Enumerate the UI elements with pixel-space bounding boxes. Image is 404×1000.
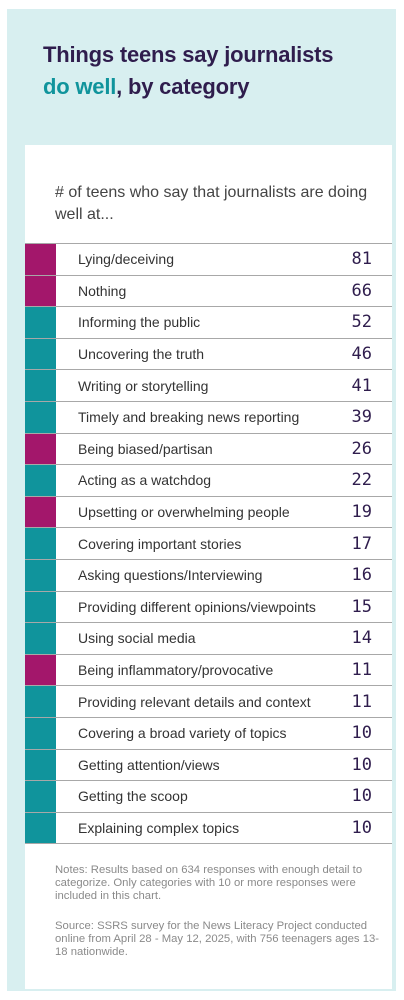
row-value: 11 <box>351 691 372 712</box>
title-accent: do well <box>43 74 117 99</box>
table-card: # of teens who say that journalists are … <box>25 145 392 989</box>
row-label: Timely and breaking news reporting <box>78 409 300 426</box>
row-label: Getting the scoop <box>78 788 188 805</box>
table-row: Providing different opinions/viewpoints 1… <box>25 591 392 624</box>
category-swatch <box>25 749 56 781</box>
row-value: 10 <box>351 817 372 838</box>
table-row: Providing relevant details and context 11 <box>25 686 392 718</box>
category-swatch <box>25 717 56 749</box>
row-label: Acting as a watchdog <box>78 472 212 489</box>
row-label: Lying/deceiving <box>78 251 174 268</box>
row-label: Providing different opinions/viewpoints <box>78 598 316 615</box>
row-label: Informing the public <box>78 314 201 331</box>
row-value: 10 <box>351 754 372 775</box>
chart-subtitle: # of teens who say that journalists are … <box>55 184 368 223</box>
row-label: Being inflammatory/provocative <box>78 662 274 679</box>
category-swatch <box>25 401 56 433</box>
title-line1: Things teens say journalists <box>43 42 334 67</box>
row-label: Upsetting or overwhelming people <box>78 504 290 521</box>
category-swatch <box>25 370 56 401</box>
row-value: 22 <box>351 470 372 491</box>
table-row: Being biased/partisan 26 <box>25 433 392 466</box>
row-value: 17 <box>351 533 372 554</box>
table-row: Writing or storytelling 41 <box>25 370 392 402</box>
category-swatch <box>25 496 56 528</box>
chart-frame: Things teens say journalists do well, by… <box>7 9 396 991</box>
row-value: 19 <box>351 502 372 523</box>
table-row: Timely and breaking news reporting 39 <box>25 401 392 434</box>
row-value: 41 <box>351 375 372 396</box>
table-row: Getting the scoop 10 <box>25 781 392 813</box>
title-rest: , by category <box>116 74 250 99</box>
category-swatch <box>25 465 56 496</box>
row-label: Writing or storytelling <box>78 377 209 394</box>
category-swatch <box>25 433 56 465</box>
row-label: Providing relevant details and context <box>78 693 311 710</box>
table-row: Covering a broad variety of topics 10 <box>25 717 392 750</box>
row-label: Uncovering the truth <box>78 346 205 363</box>
table-row: Using social media 14 <box>25 623 392 655</box>
chart-source: Source: SSRS survey for the News Literac… <box>55 920 380 958</box>
category-swatch <box>25 781 56 812</box>
row-label: Covering a broad variety of topics <box>78 725 287 742</box>
row-value: 39 <box>351 407 372 428</box>
category-swatch <box>25 812 56 844</box>
row-value: 10 <box>351 723 372 744</box>
row-label: Explaining complex topics <box>78 819 240 836</box>
category-swatch <box>25 307 56 338</box>
row-label: Nothing <box>78 282 127 299</box>
table-row: Getting attention/views 10 <box>25 749 392 782</box>
table-row: Uncovering the truth 46 <box>25 338 392 371</box>
table-row: Asking questions/Interviewing 16 <box>25 559 392 592</box>
category-swatch <box>25 686 56 717</box>
row-value: 46 <box>351 344 372 365</box>
category-swatch <box>25 244 56 275</box>
table-row: Covering important stories 17 <box>25 528 392 560</box>
table-row: Upsetting or overwhelming people 19 <box>25 496 392 529</box>
category-swatch <box>25 623 56 654</box>
category-swatch <box>25 275 56 307</box>
row-label: Getting attention/views <box>78 756 220 773</box>
category-swatch <box>25 654 56 686</box>
table-row: Nothing 66 <box>25 275 392 308</box>
chart-notes: Notes: Results based on 634 responses wi… <box>55 864 363 902</box>
row-value: 52 <box>351 312 372 333</box>
row-value: 81 <box>351 249 372 270</box>
row-value: 66 <box>351 280 372 301</box>
row-value: 14 <box>351 628 372 649</box>
row-label: Using social media <box>78 630 196 647</box>
table-row: Explaining complex topics 10 <box>25 812 392 845</box>
table-row: Lying/deceiving 81 <box>25 244 392 276</box>
row-value: 15 <box>351 596 372 617</box>
row-label: Asking questions/Interviewing <box>78 567 263 584</box>
row-value: 16 <box>351 565 372 586</box>
table-rows: Lying/deceiving 81 Nothing 66 Informing the … <box>25 243 392 845</box>
table-row: Informing the public 52 <box>25 307 392 339</box>
category-swatch <box>25 528 56 559</box>
row-value: 10 <box>351 786 372 807</box>
row-label: Covering important stories <box>78 535 242 552</box>
category-swatch <box>25 338 56 370</box>
category-swatch <box>25 591 56 623</box>
row-value: 11 <box>351 660 372 681</box>
category-swatch <box>25 559 56 591</box>
chart-title: Things teens say journalists do well, by… <box>43 39 383 103</box>
table-row: Being inflammatory/provocative 11 <box>25 654 392 687</box>
table-row: Acting as a watchdog 22 <box>25 465 392 497</box>
row-value: 26 <box>351 438 372 459</box>
row-label: Being biased/partisan <box>78 440 213 457</box>
